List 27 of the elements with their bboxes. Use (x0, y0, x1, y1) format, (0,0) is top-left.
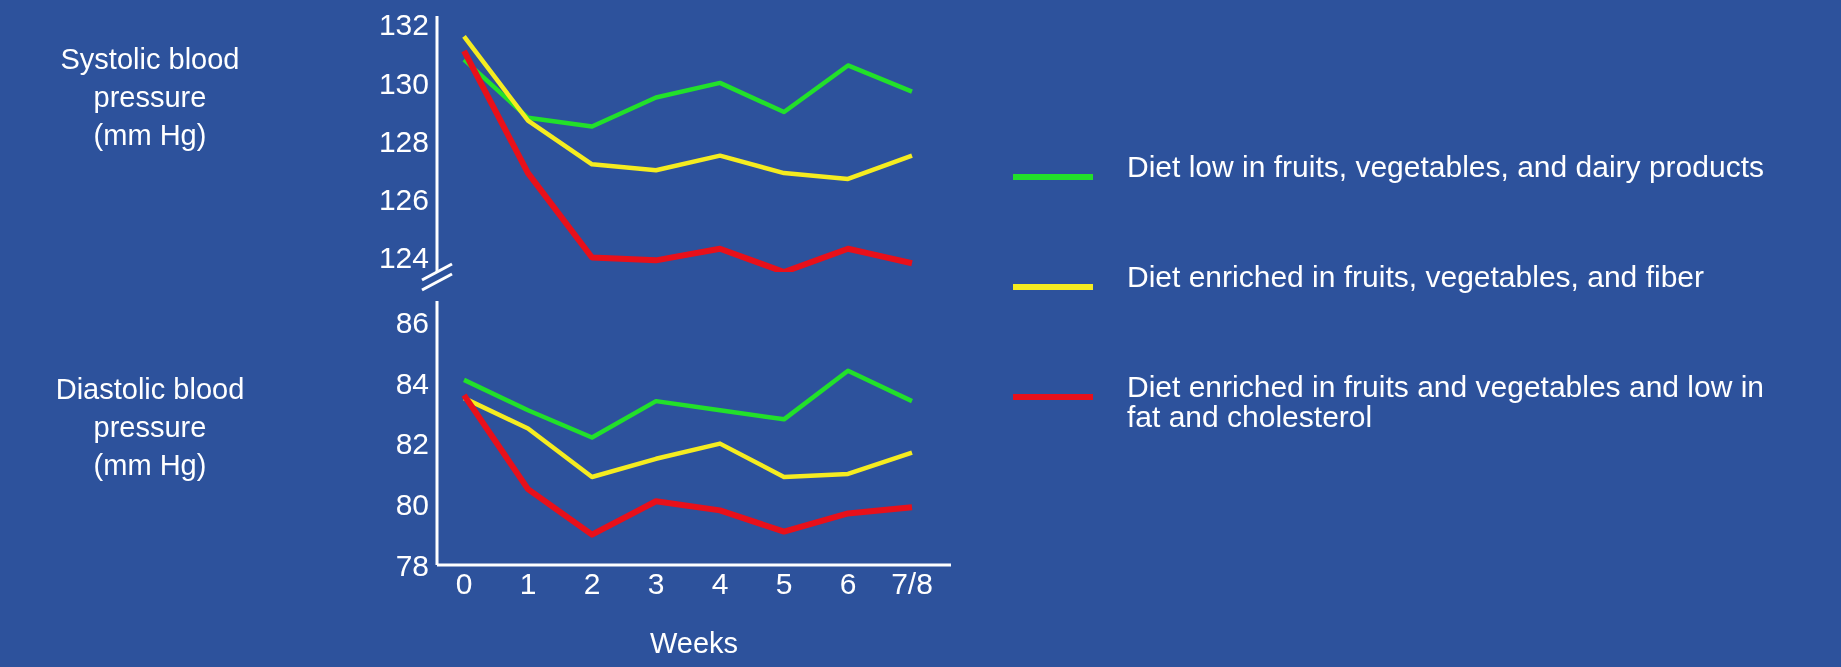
legend-label: Diet enriched in fruits and vegetables and low in fat and cholesterol (1127, 370, 1766, 433)
y-tick-label: 124 (378, 241, 429, 275)
y-tick-label: 84 (395, 366, 429, 400)
x-tick-label: 1 (519, 567, 537, 601)
x-tick-label: 7/8 (891, 567, 933, 601)
line-series (461, 57, 915, 129)
y-tick-label: 82 (395, 427, 429, 461)
x-tick-label: 2 (583, 567, 601, 601)
y-axis-title: Systolic blood pressure (mm Hg) (59, 42, 241, 153)
y-axis-title: Diastolic blood pressure (mm Hg) (54, 372, 246, 483)
y-tick-label: 78 (395, 548, 429, 582)
y-tick-label: 126 (378, 182, 429, 216)
x-tick-label: 4 (711, 567, 729, 601)
y-tick-label: 86 (395, 305, 429, 339)
x-tick-label: 6 (839, 567, 857, 601)
y-tick-label: 132 (378, 8, 429, 42)
x-tick-label: 0 (455, 567, 473, 601)
y-tick-label: 128 (378, 124, 429, 158)
x-tick-label: 3 (647, 567, 665, 601)
legend-label: Diet enriched in fruits, vegetables, and fiber (1127, 260, 1704, 293)
x-tick-label: 5 (775, 567, 793, 601)
x-axis-title: Weeks (649, 627, 739, 659)
legend-label: Diet low in fruits, vegetables, and dairy products (1127, 150, 1764, 183)
y-tick-label: 80 (395, 487, 429, 521)
line-series (461, 34, 915, 182)
y-tick-label: 130 (378, 66, 429, 100)
line-series (461, 368, 915, 440)
